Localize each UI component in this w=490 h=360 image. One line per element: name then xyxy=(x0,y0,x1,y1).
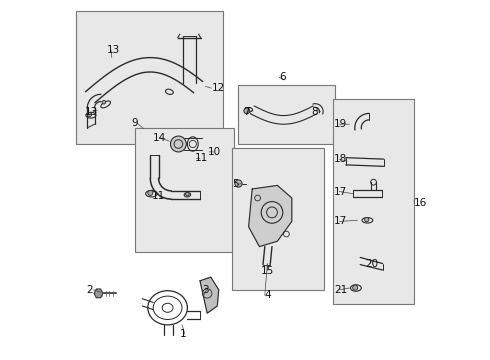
Text: 12: 12 xyxy=(212,83,225,93)
Text: 17: 17 xyxy=(334,186,347,197)
Text: 5: 5 xyxy=(232,179,239,189)
Polygon shape xyxy=(248,185,292,247)
Text: 15: 15 xyxy=(261,266,274,276)
Text: 14: 14 xyxy=(153,132,167,143)
Text: 4: 4 xyxy=(265,290,271,300)
Text: 17: 17 xyxy=(334,216,347,226)
Text: 10: 10 xyxy=(208,147,221,157)
Circle shape xyxy=(244,108,250,114)
Polygon shape xyxy=(94,289,103,298)
Bar xyxy=(76,11,223,144)
Text: 18: 18 xyxy=(334,154,347,164)
Text: 13: 13 xyxy=(85,107,98,117)
Circle shape xyxy=(102,100,106,104)
Text: 2: 2 xyxy=(87,285,93,295)
Text: 16: 16 xyxy=(414,198,427,208)
Circle shape xyxy=(186,192,189,196)
Bar xyxy=(232,148,324,290)
Circle shape xyxy=(171,136,186,152)
Text: 8: 8 xyxy=(312,107,318,117)
Circle shape xyxy=(365,217,369,222)
Text: 13: 13 xyxy=(106,45,120,55)
Text: 21: 21 xyxy=(334,285,347,295)
Text: 19: 19 xyxy=(334,119,347,129)
Text: 3: 3 xyxy=(202,285,208,295)
Circle shape xyxy=(87,112,92,117)
Text: 6: 6 xyxy=(279,72,286,82)
Bar xyxy=(135,128,234,252)
Text: 11: 11 xyxy=(151,191,165,201)
Text: 1: 1 xyxy=(180,329,187,339)
Circle shape xyxy=(353,285,358,290)
Bar xyxy=(333,99,414,304)
Circle shape xyxy=(148,190,153,195)
Bar xyxy=(238,85,335,144)
Text: 7: 7 xyxy=(243,107,250,117)
Text: 9: 9 xyxy=(132,118,138,128)
Circle shape xyxy=(235,180,242,187)
Text: 20: 20 xyxy=(366,258,379,269)
Polygon shape xyxy=(200,277,219,313)
Text: 11: 11 xyxy=(195,153,208,163)
